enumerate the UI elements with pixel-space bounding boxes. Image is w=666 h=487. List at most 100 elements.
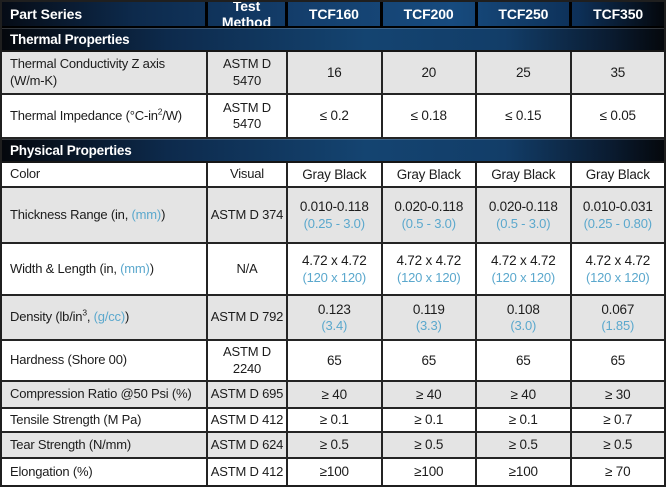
value-metric-sub: (0.25 - 0.80) [583,215,652,231]
value-cell: ≥ 40 [288,382,383,407]
header-part-series: Part Series [2,2,208,26]
property-label-cell: Hardness (Shore 00) [2,341,208,380]
value-cell: 0.123 (3.4) [288,296,383,339]
property-label: Thickness Range (in, (mm)) [10,207,165,223]
value-content: ≥ 0.7 [603,411,632,429]
property-label-cell: Thermal Conductivity Z axis (W/m-K) [2,52,208,93]
value-content: 25 [516,64,531,82]
value-content: ≤ 0.15 [505,107,541,125]
test-method-value: ASTM D 412 [210,411,284,427]
value-cell: ≥ 40 [383,382,477,407]
value-main: 0.010-0.031 [582,199,653,215]
value-cell: Gray Black [288,163,383,186]
value-metric-sub: (0.25 - 3.0) [303,215,365,231]
value-main: ≥ 0.1 [319,412,349,428]
table-row: Thermal Conductivity Z axis (W/m-K) ASTM … [2,52,664,95]
value-content: ≤ 0.18 [411,107,447,125]
header-series-tcf160: TCF160 [288,2,383,26]
value-cell: ≤ 0.2 [288,95,383,137]
header-series-tcf200: TCF200 [383,2,478,26]
value-content: ≥ 40 [511,386,537,404]
value-cell: 65 [383,341,477,380]
value-main: 0.067 [601,301,635,317]
property-label: Tensile Strength (M Pa) [10,412,141,428]
value-content: ≥ 30 [605,386,631,404]
value-main: ≤ 0.05 [599,108,636,124]
value-cell: ≥ 0.1 [383,409,477,431]
property-label-cell: Thickness Range (in, (mm)) [2,188,208,242]
table-row: Tensile Strength (M Pa) ASTM D 412 ≥ 0.1 ≥ … [2,409,664,433]
value-cell: 0.010-0.118 (0.25 - 3.0) [288,188,383,242]
property-label: Thermal Impedance (°C-in2/W) [10,106,182,124]
table-row: Density (lb/in3, (g/cc)) ASTM D 792 0.123(… [2,296,664,341]
test-method-value: Visual [230,166,264,182]
test-method-cell: ASTM D 2240 [208,341,288,380]
label-segment: 2 [157,106,163,117]
value-content: ≥ 0.1 [509,411,538,429]
value-content: 65 [327,352,342,370]
value-cell: Gray Black [477,163,572,186]
table-header-row: Part Series Test Method TCF160 TCF200 TC… [2,2,664,28]
value-content: 0.010-0.031 (0.25 - 0.80) [583,198,653,232]
label-segment: Density (lb/in [10,309,83,325]
value-cell: 65 [572,341,665,380]
value-content: 0.067 (1.85) [601,301,634,335]
value-main: 0.010-0.118 [299,199,369,215]
property-label: Elongation (%) [10,464,93,480]
property-label: Density (lb/in3, (g/cc)) [10,309,129,325]
table-body: Thermal Properties Thermal Conductivity Z… [2,28,664,485]
value-main: 0.119 [412,301,445,317]
value-main: ≥100 [319,464,349,480]
value-cell: ≥ 0.7 [572,409,665,431]
value-main: ≥100 [414,464,444,480]
value-content: ≥ 0.1 [414,411,443,429]
value-main: Gray Black [585,166,650,182]
property-label-cell: Thermal Impedance (°C-in2/W) [2,95,208,137]
property-label-cell: Density (lb/in3, (g/cc)) [2,296,208,339]
value-cell: ≥100 [477,459,572,485]
value-cell: ≥ 0.5 [383,433,477,457]
label-segment: /W) [162,107,182,123]
value-content: 4.72 x 4.72 (120 x 120) [302,252,367,286]
test-method-cell: ASTM D 695 [208,382,288,407]
test-method-value: ASTM D 792 [210,309,284,325]
value-metric-sub: (120 x 120) [302,269,367,285]
value-cell: 4.72 x 4.72 (120 x 120) [288,244,383,294]
value-main: 0.020-0.118 [394,199,464,215]
test-method-cell: ASTM D 5470 [208,52,288,93]
value-main: ≥ 40 [321,386,348,402]
value-cell: 4.72 x 4.72 (120 x 120) [383,244,477,294]
property-label: Thermal Conductivity Z axis (W/m-K) [10,56,202,89]
value-content: 0.108 (3.0) [507,301,540,335]
label-segment: Thermal Conductivity Z axis (W/m-K) [10,56,165,88]
test-method-cell: Visual [208,163,288,186]
test-method-value: ASTM D 374 [210,206,284,222]
table-row: Thickness Range (in, (mm)) ASTM D 374 0.01… [2,188,664,244]
value-content: ≤ 0.2 [320,107,349,125]
test-method-value: N/A [236,260,258,276]
value-cell: 0.067 (1.85) [572,296,665,339]
value-metric-sub: (3.4) [321,318,348,334]
value-content: ≥ 0.5 [603,436,632,454]
value-content: 0.020-0.118 (0.5 - 3.0) [489,198,558,232]
value-main: 65 [515,352,531,368]
label-segment: Tear Strength (N/mm) [10,436,131,452]
value-content: ≥ 40 [416,386,442,404]
test-method-cell: ASTM D 412 [208,459,288,485]
test-method-cell: ASTM D 624 [208,433,288,457]
value-content: ≤ 0.05 [600,107,636,125]
value-content: Gray Black [397,166,461,184]
value-content: 65 [421,352,436,370]
value-main: 0.108 [506,301,540,317]
value-main: Gray Black [491,166,556,182]
value-cell: 4.72 x 4.72 (120 x 120) [572,244,665,294]
label-segment: 3 [82,308,87,319]
test-method-cell: ASTM D 792 [208,296,288,339]
value-main: ≤ 0.18 [410,108,447,124]
value-cell: Gray Black [572,163,665,186]
value-cell: 0.119 (3.3) [383,296,477,339]
label-segment: Hardness (Shore 00) [10,352,127,368]
value-content: ≥ 0.1 [320,411,349,429]
value-content: ≥ 0.5 [414,436,443,454]
label-segment: ) [149,260,154,276]
